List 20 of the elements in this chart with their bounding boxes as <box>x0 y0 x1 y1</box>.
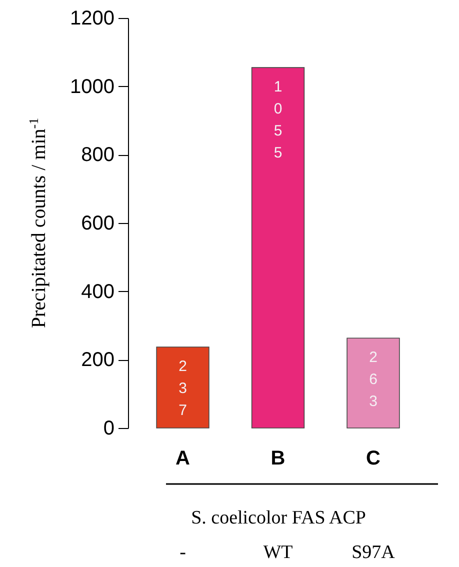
bar <box>156 346 210 428</box>
text: WT <box>263 542 294 563</box>
x-tick-label: B <box>270 448 286 470</box>
y-tick-label: 800 <box>81 144 114 166</box>
text: - <box>180 542 186 563</box>
x-tick-label: A <box>176 448 190 470</box>
data-label: 2 3 7 <box>178 358 187 420</box>
y-tick-label: 200 <box>81 349 114 372</box>
data-label: 2 6 3 <box>369 349 378 410</box>
x-axis-title: S. coelicolor FAS ACP <box>191 508 366 528</box>
x-tick-label: C <box>366 448 380 470</box>
data-label: 1 0 5 5 <box>274 78 282 162</box>
y-tick-label: 1000 <box>70 76 114 98</box>
y-tick-label: 600 <box>81 212 114 234</box>
y-tick-label: 0 <box>103 418 114 440</box>
y-tick-label: 400 <box>81 280 114 303</box>
y-tick-label: 1200 <box>70 8 114 30</box>
bar <box>251 67 305 428</box>
bar <box>346 338 400 428</box>
text: S97A <box>352 542 396 563</box>
